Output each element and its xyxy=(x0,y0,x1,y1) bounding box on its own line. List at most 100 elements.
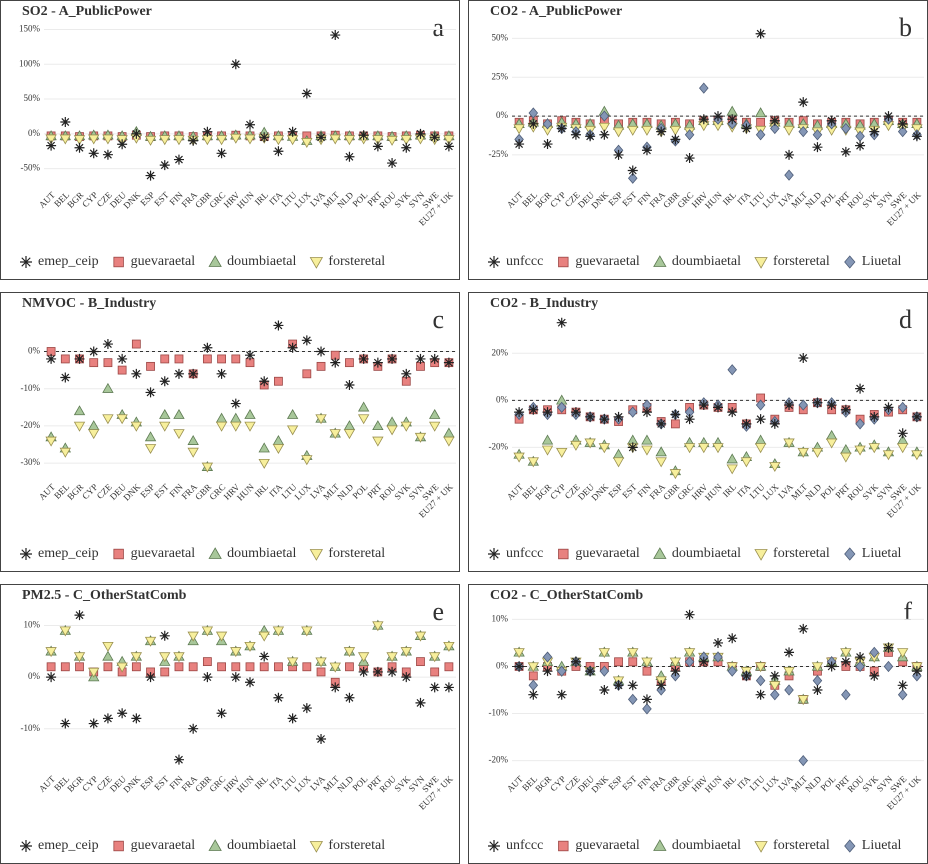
diamond-marker xyxy=(699,82,709,94)
star-marker xyxy=(88,718,99,729)
square-marker xyxy=(131,339,141,349)
diamond-marker xyxy=(528,107,539,119)
panel-border xyxy=(0,292,460,572)
star-marker xyxy=(401,368,412,379)
star-marker xyxy=(131,368,142,379)
triangle-down-marker xyxy=(386,135,398,146)
triangle-down-marker xyxy=(88,667,100,678)
triangle-down-marker xyxy=(769,681,781,692)
star-marker xyxy=(784,149,795,160)
y-tick-label: -10% xyxy=(21,723,41,733)
star-marker xyxy=(202,672,213,683)
star-marker xyxy=(755,689,766,700)
triangle-down-marker xyxy=(315,657,327,668)
triangle-down-marker xyxy=(201,626,214,637)
star-marker xyxy=(542,407,553,418)
star-marker xyxy=(202,342,213,353)
triangle-down-marker xyxy=(740,457,753,468)
triangle-down-marker xyxy=(726,464,738,475)
panel-title: CO2 - C_OtherStatComb xyxy=(490,588,643,603)
legend-label: emep_ceip xyxy=(38,546,99,561)
y-tick-label: -20% xyxy=(489,755,509,765)
star-marker xyxy=(911,666,922,677)
square-marker xyxy=(528,671,538,681)
star-marker xyxy=(159,630,170,641)
star-marker xyxy=(429,682,440,693)
star-marker xyxy=(528,118,539,129)
square-marker xyxy=(642,666,652,676)
star-marker xyxy=(159,160,170,171)
y-tick-label: -30% xyxy=(21,457,41,467)
square-marker xyxy=(217,354,226,364)
square-marker xyxy=(174,354,184,364)
diamond-marker xyxy=(755,399,766,411)
diamond-marker xyxy=(844,255,856,269)
star-marker xyxy=(216,368,227,379)
star-marker xyxy=(542,139,553,150)
star-marker xyxy=(358,353,369,364)
triangle-down-marker xyxy=(868,443,880,454)
diamond-marker xyxy=(755,129,766,141)
star-marker xyxy=(159,376,170,387)
square-marker xyxy=(60,354,70,364)
star-marker xyxy=(883,402,894,413)
square-marker xyxy=(430,667,440,677)
square-marker xyxy=(103,358,113,368)
star-marker xyxy=(173,754,184,765)
triangle-down-marker xyxy=(215,631,228,642)
legend-label: forsteretal xyxy=(328,546,385,561)
star-marker xyxy=(570,656,581,667)
star-marker xyxy=(301,335,312,346)
diamond-marker xyxy=(542,118,553,130)
triangle-down-marker xyxy=(429,652,441,663)
triangle-up-marker xyxy=(357,401,370,412)
diamond-marker xyxy=(841,122,851,135)
star-marker xyxy=(316,132,327,143)
star-marker xyxy=(755,414,766,425)
star-marker xyxy=(698,656,709,667)
star-marker xyxy=(585,411,596,422)
star-marker xyxy=(855,383,866,394)
triangle-down-marker xyxy=(414,432,427,443)
triangle-down-marker xyxy=(244,134,256,145)
star-marker xyxy=(826,661,837,672)
triangle-down-marker xyxy=(286,657,299,668)
triangle-up-marker xyxy=(754,107,767,118)
diamond-marker xyxy=(627,406,638,418)
triangle-down-marker xyxy=(897,648,909,659)
square-marker xyxy=(302,662,312,672)
triangle-down-marker xyxy=(343,647,356,658)
diamond-marker xyxy=(713,651,723,663)
triangle-down-marker xyxy=(88,429,100,440)
star-marker xyxy=(641,145,652,156)
star-marker xyxy=(287,342,298,353)
legend-label: unfccc xyxy=(506,254,543,269)
diamond-marker xyxy=(770,689,780,701)
triangle-down-marker xyxy=(513,648,525,659)
star-marker xyxy=(855,140,866,151)
diamond-marker xyxy=(642,703,652,715)
star-marker xyxy=(344,379,355,390)
triangle-down-marker xyxy=(754,662,767,673)
legend-label: emep_ceip xyxy=(38,838,99,853)
y-tick-label: -10% xyxy=(489,708,509,718)
star-marker xyxy=(840,404,851,415)
diamond-marker xyxy=(844,547,856,561)
diamond-marker xyxy=(556,665,567,677)
diamond-marker xyxy=(869,646,880,658)
triangle-down-marker xyxy=(556,447,568,458)
square-marker xyxy=(231,354,241,364)
star-marker xyxy=(372,666,383,677)
square-marker xyxy=(628,657,638,667)
triangle-down-marker xyxy=(173,135,185,146)
square-marker xyxy=(345,662,354,672)
triangle-down-marker xyxy=(357,414,370,425)
star-marker xyxy=(627,680,638,691)
triangle-down-marker xyxy=(414,631,427,642)
star-marker xyxy=(585,666,596,677)
star-marker xyxy=(301,703,312,714)
legend-label: guevaraetal xyxy=(575,838,640,853)
square-marker xyxy=(160,354,170,364)
y-tick-label: 100% xyxy=(19,58,41,68)
